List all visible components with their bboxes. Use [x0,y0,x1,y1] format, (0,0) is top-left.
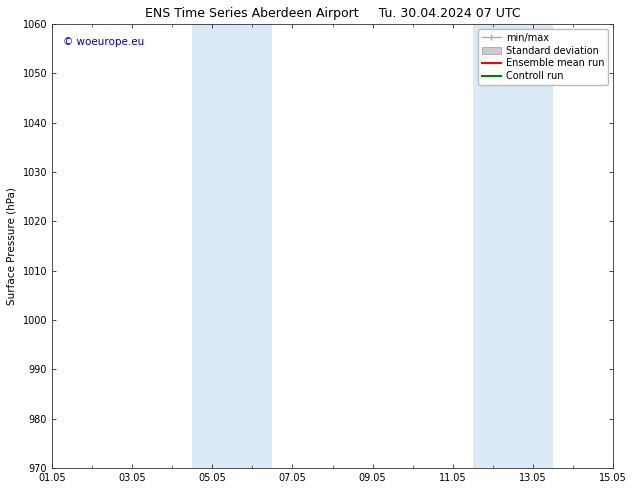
Bar [513,24,553,468]
Text: © woeurope.eu: © woeurope.eu [63,37,145,47]
Title: ENS Time Series Aberdeen Airport     Tu. 30.04.2024 07 UTC: ENS Time Series Aberdeen Airport Tu. 30.… [145,7,521,20]
Legend: min/max, Standard deviation, Ensemble mean run, Controll run: min/max, Standard deviation, Ensemble me… [478,29,608,85]
Bar [192,24,233,468]
Y-axis label: Surface Pressure (hPa): Surface Pressure (hPa) [7,187,17,305]
Bar [233,24,273,468]
Bar [473,24,513,468]
